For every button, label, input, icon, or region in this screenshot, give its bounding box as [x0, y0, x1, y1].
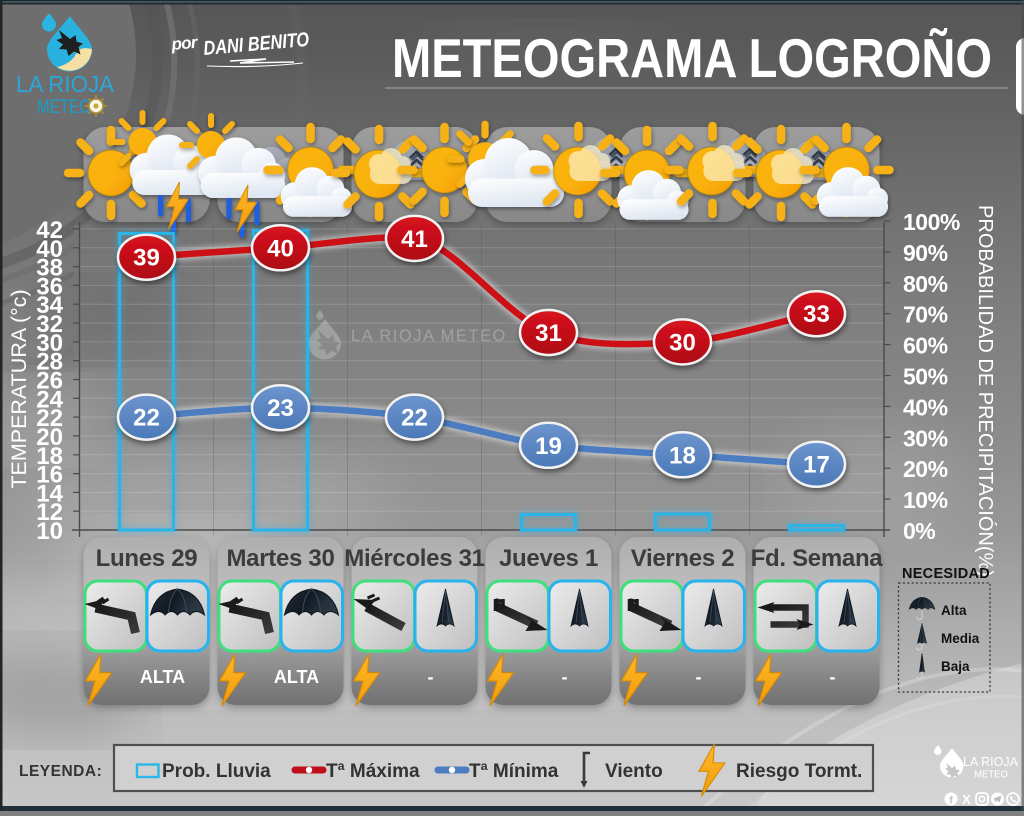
svg-text:19: 19 — [535, 433, 562, 460]
svg-text:LA RIOJA: LA RIOJA — [16, 71, 114, 97]
svg-text:Lunes 29: Lunes 29 — [96, 545, 198, 572]
svg-text:40%: 40% — [903, 394, 948, 420]
svg-text:Tª Mínima: Tª Mínima — [469, 761, 559, 782]
svg-text:10%: 10% — [903, 487, 948, 513]
svg-text:40: 40 — [267, 235, 294, 262]
svg-text:30: 30 — [669, 329, 696, 356]
svg-text:50%: 50% — [903, 364, 948, 390]
svg-text:-: - — [562, 667, 568, 687]
svg-text:PROBABILIDAD DE PRECIPITACIÓN(: PROBABILIDAD DE PRECIPITACIÓN(%) — [974, 205, 997, 577]
svg-text:METEOGRAMA LOGROÑO: METEOGRAMA LOGROÑO — [392, 27, 992, 89]
svg-text:Viernes 2: Viernes 2 — [631, 545, 735, 572]
svg-text:90%: 90% — [903, 240, 948, 266]
svg-text:por: por — [170, 33, 200, 54]
svg-text:10: 10 — [36, 518, 63, 545]
svg-text:NECESIDAD: NECESIDAD — [902, 566, 990, 582]
svg-text:39: 39 — [133, 245, 160, 272]
svg-text:17: 17 — [803, 452, 830, 479]
svg-text:Fd. Semana: Fd. Semana — [751, 545, 884, 572]
svg-text:22: 22 — [401, 405, 428, 432]
svg-text:X: X — [962, 792, 971, 807]
svg-text:Martes 30: Martes 30 — [226, 545, 334, 572]
svg-text:ALTA: ALTA — [140, 667, 185, 687]
svg-text:TEMPERATURA (°c): TEMPERATURA (°c) — [7, 289, 31, 488]
svg-text:Prob. Lluvia: Prob. Lluvia — [162, 761, 271, 782]
svg-text:100%: 100% — [903, 209, 960, 235]
svg-text:Jueves 1: Jueves 1 — [499, 545, 598, 572]
svg-text:-: - — [428, 667, 434, 687]
svg-text:31: 31 — [535, 320, 562, 347]
svg-text:80%: 80% — [903, 271, 948, 297]
svg-text:LEYENDA:: LEYENDA: — [19, 763, 102, 780]
svg-text:ALTA: ALTA — [274, 667, 319, 687]
svg-text:30%: 30% — [903, 425, 948, 451]
svg-text:-: - — [696, 667, 702, 687]
svg-text:Tª Máxima: Tª Máxima — [326, 761, 420, 782]
svg-text:70%: 70% — [903, 302, 948, 328]
svg-text:-: - — [830, 667, 836, 687]
svg-text:LA RIOJA METEO: LA RIOJA METEO — [351, 327, 507, 345]
svg-text:Riesgo Tormt.: Riesgo Tormt. — [736, 761, 862, 782]
svg-text:METEO: METEO — [974, 769, 1008, 781]
svg-text:41: 41 — [401, 226, 428, 253]
svg-text:Miércoles 31: Miércoles 31 — [344, 545, 484, 572]
svg-text:33: 33 — [803, 301, 830, 328]
svg-text:60%: 60% — [903, 333, 948, 359]
svg-text:Media: Media — [941, 631, 980, 646]
svg-text:METEO: METEO — [37, 97, 91, 118]
svg-text:LA RIOJA: LA RIOJA — [963, 754, 1018, 769]
svg-text:20%: 20% — [903, 456, 948, 482]
svg-text:23: 23 — [267, 395, 294, 422]
svg-text:0%: 0% — [903, 518, 935, 544]
svg-text:Alta: Alta — [941, 603, 967, 618]
svg-text:Baja: Baja — [941, 659, 970, 674]
svg-text:18: 18 — [669, 442, 696, 469]
svg-text:22: 22 — [133, 405, 160, 432]
svg-text:Viento: Viento — [605, 761, 663, 782]
